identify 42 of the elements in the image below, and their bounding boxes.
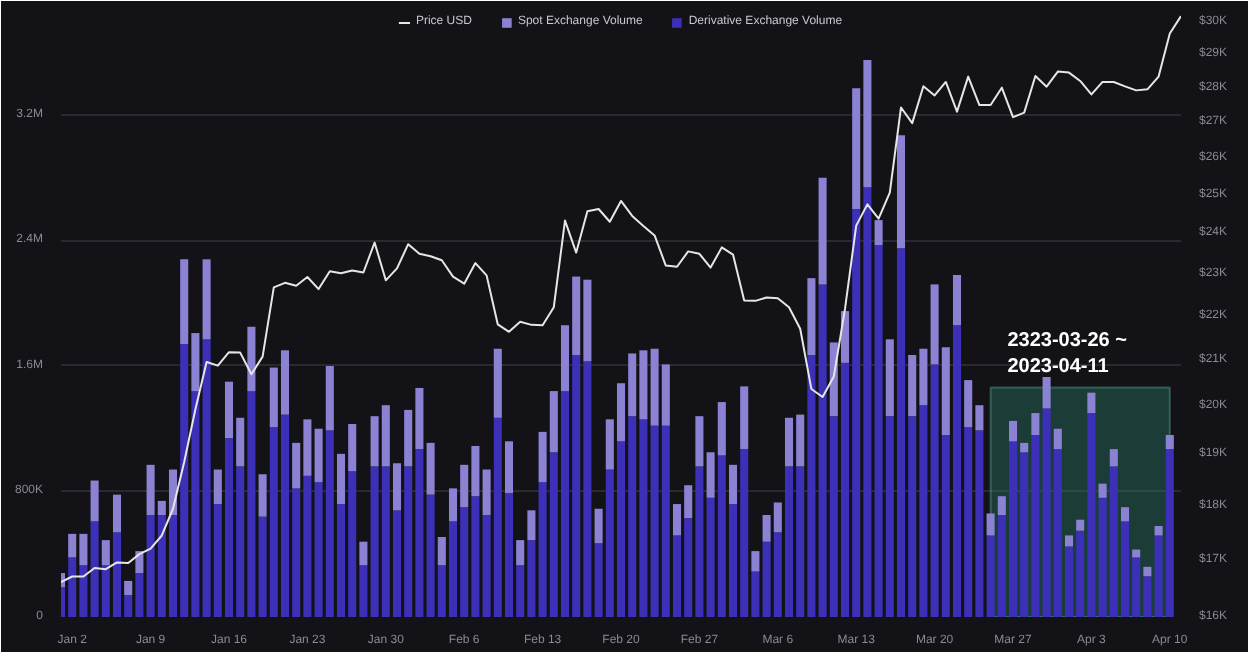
bar — [885, 339, 894, 417]
bar — [1008, 420, 1018, 442]
bar — [1109, 449, 1118, 467]
bar — [258, 474, 267, 517]
bar — [1098, 483, 1107, 498]
bar — [482, 469, 491, 516]
bar — [527, 510, 536, 541]
bar — [1042, 376, 1051, 409]
bar — [1154, 526, 1163, 536]
bar — [1020, 442, 1029, 453]
bar — [426, 442, 435, 495]
bar — [213, 469, 222, 505]
bar — [807, 278, 816, 356]
bar — [751, 551, 760, 572]
bar — [90, 480, 99, 522]
bar — [1165, 435, 1174, 450]
bar — [124, 580, 133, 596]
bar — [516, 540, 525, 566]
bar — [728, 464, 738, 505]
bar — [1076, 519, 1085, 531]
bar — [1064, 535, 1074, 547]
bar — [818, 177, 827, 285]
bar — [112, 494, 122, 533]
bar — [493, 348, 502, 418]
bar — [1053, 428, 1062, 450]
bar — [202, 259, 211, 340]
bar — [359, 541, 368, 566]
bar — [695, 416, 704, 467]
bar — [952, 274, 962, 326]
bar — [896, 135, 906, 249]
bar — [101, 540, 110, 566]
bar — [874, 220, 883, 246]
band-label: 2323-03-26 ~ 2023-04-11 — [1007, 330, 1128, 379]
bar — [594, 508, 603, 544]
bar — [437, 536, 446, 566]
bar — [247, 326, 256, 392]
bar — [1143, 566, 1152, 577]
bar — [1087, 392, 1096, 414]
bar — [1120, 507, 1130, 522]
bar — [1031, 413, 1040, 436]
bar — [740, 386, 749, 450]
bar — [504, 441, 514, 494]
